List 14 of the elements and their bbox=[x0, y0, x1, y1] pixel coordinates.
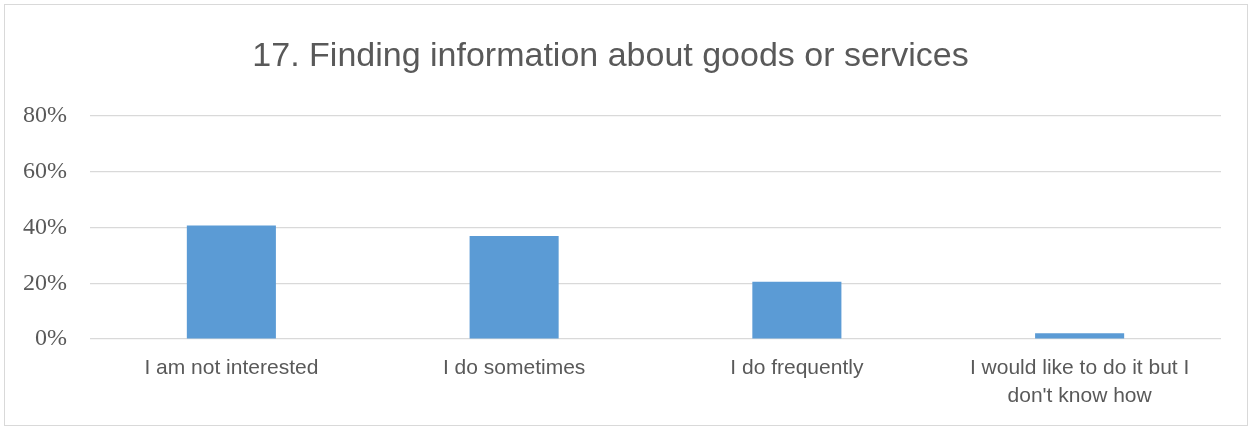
y-tick-label: 60% bbox=[22, 156, 67, 183]
bar bbox=[186, 225, 276, 339]
y-tick-label: 80% bbox=[22, 101, 67, 128]
y-tick-label: 40% bbox=[22, 212, 67, 239]
y-tick-label: 0% bbox=[34, 324, 67, 351]
bar bbox=[752, 281, 842, 339]
x-tick-label: I am not interested bbox=[144, 354, 319, 378]
y-tick-label: 20% bbox=[22, 268, 67, 295]
x-tick-label: I do sometimes bbox=[442, 354, 586, 378]
bar bbox=[1035, 333, 1125, 339]
x-tick-label: I would like to do it but I don't know how bbox=[969, 354, 1190, 406]
chart-title: 17. Finding information about goods or services bbox=[252, 34, 969, 73]
x-tick-label: I do frequently bbox=[730, 354, 864, 378]
bar bbox=[469, 236, 559, 339]
